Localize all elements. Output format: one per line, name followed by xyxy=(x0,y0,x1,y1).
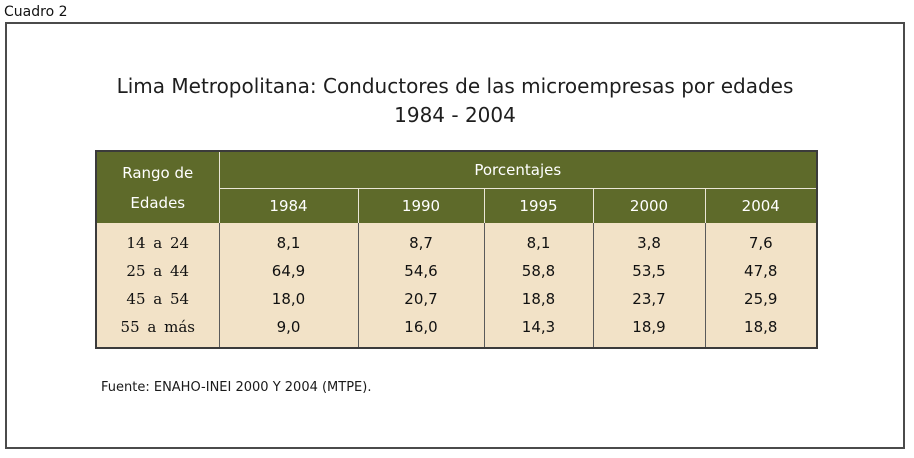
age-range-cell: 14 a 24 xyxy=(96,223,220,257)
header-year: 1984 xyxy=(219,188,359,223)
value-cell: 8,1 xyxy=(484,223,594,257)
header-year: 2004 xyxy=(705,188,818,223)
table-title: Lima Metropolitana: Conductores de las m… xyxy=(116,74,794,98)
value-cell: 18,8 xyxy=(484,285,594,313)
age-range-cell: 45 a 54 xyxy=(96,285,220,313)
value-cell: 3,8 xyxy=(593,223,706,257)
table-row: 25 a 44 64,9 54,6 58,8 53,5 47,8 xyxy=(96,257,817,285)
value-cell: 18,8 xyxy=(744,318,778,336)
value-cell: 7,6 xyxy=(748,234,773,252)
table-subtitle: 1984 - 2004 xyxy=(394,103,516,127)
value-cell: 16,0 xyxy=(358,313,485,348)
table-row: 45 a 54 18,0 20,7 18,8 23,7 25,9 xyxy=(96,285,817,313)
header-year: 2000 xyxy=(593,188,706,223)
age-range-cell: 55 a más xyxy=(96,313,220,348)
value-cell: 8,1 xyxy=(219,223,359,257)
table-row: 14 a 24 8,1 8,7 8,1 3,8 7,6 xyxy=(96,223,817,257)
header-age-range-line1: Rango de xyxy=(122,163,194,182)
figure-frame: Lima Metropolitana: Conductores de las m… xyxy=(5,22,905,449)
table-caption: Cuadro 2 xyxy=(4,4,68,20)
header-age-range-line2: Edades xyxy=(130,193,186,212)
value-cell: 18,0 xyxy=(219,285,359,313)
value-cell: 54,6 xyxy=(358,257,485,285)
value-cell: 58,8 xyxy=(484,257,594,285)
age-range-cell: 25 a 44 xyxy=(96,257,220,285)
value-cell: 47,8 xyxy=(744,262,778,280)
header-year: 1990 xyxy=(358,188,485,223)
header-percentages: Porcentajes xyxy=(219,151,818,189)
value-cell: 64,9 xyxy=(219,257,359,285)
value-cell: 53,5 xyxy=(593,257,706,285)
source-note: Fuente: ENAHO-INEI 2000 Y 2004 (MTPE). xyxy=(101,380,372,395)
value-cell: 14,3 xyxy=(484,313,594,348)
header-age-range: Rango de Edades xyxy=(96,151,220,223)
value-cell: 25,9 xyxy=(744,290,778,308)
header-year: 1995 xyxy=(484,188,594,223)
value-cell: 20,7 xyxy=(358,285,485,313)
data-table: Rango de Edades Porcentajes 1984 1990 19… xyxy=(95,150,819,349)
value-cell: 9,0 xyxy=(219,313,359,348)
value-cell: 23,7 xyxy=(593,285,706,313)
value-cell: 8,7 xyxy=(358,223,485,257)
table-row: 55 a más 9,0 16,0 14,3 18,9 18,8 xyxy=(96,313,817,348)
value-cell: 18,9 xyxy=(593,313,706,348)
